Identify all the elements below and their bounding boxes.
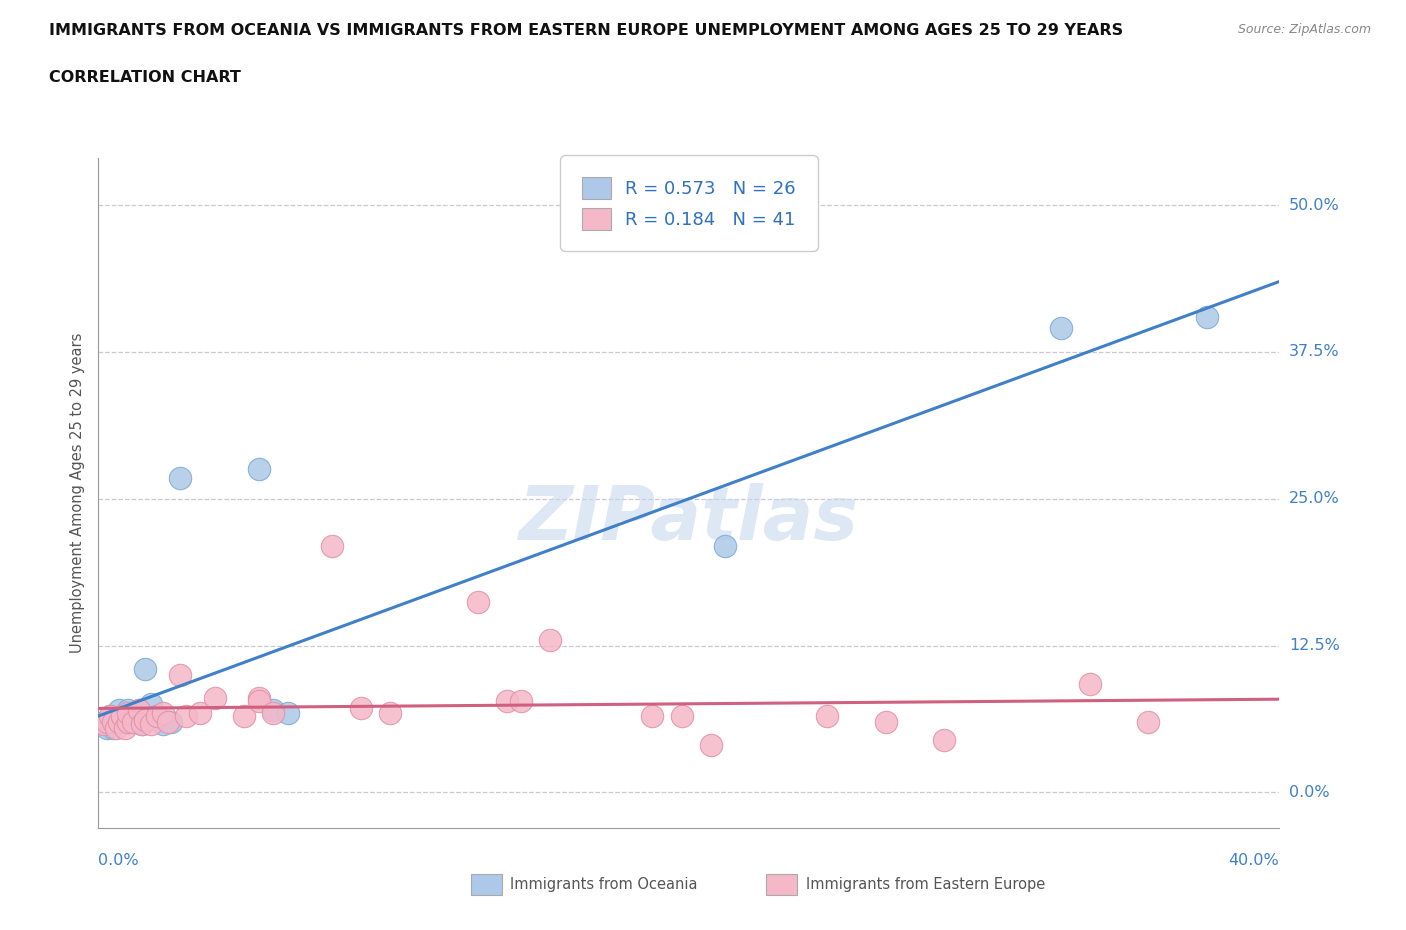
Point bbox=[145, 709, 167, 724]
Point bbox=[98, 709, 121, 724]
Point bbox=[1137, 714, 1160, 729]
Point bbox=[93, 714, 115, 729]
Point bbox=[671, 709, 693, 724]
Point bbox=[117, 714, 139, 729]
Point bbox=[233, 709, 256, 724]
Point bbox=[1078, 677, 1101, 692]
Point bbox=[160, 714, 183, 729]
Text: IMMIGRANTS FROM OCEANIA VS IMMIGRANTS FROM EASTERN EUROPE UNEMPLOYMENT AMONG AGE: IMMIGRANTS FROM OCEANIA VS IMMIGRANTS FR… bbox=[49, 23, 1123, 38]
Point bbox=[204, 691, 226, 706]
Point bbox=[117, 714, 139, 729]
Point bbox=[111, 709, 134, 724]
Point bbox=[157, 714, 180, 729]
Point bbox=[247, 462, 270, 477]
Point bbox=[932, 732, 955, 747]
Point bbox=[321, 538, 343, 553]
Point bbox=[169, 668, 191, 683]
Point bbox=[122, 709, 145, 724]
Text: ZIPatlas: ZIPatlas bbox=[519, 484, 859, 556]
Point bbox=[467, 594, 489, 609]
Point bbox=[111, 714, 134, 729]
Point bbox=[495, 694, 517, 709]
Point bbox=[108, 714, 131, 729]
Point bbox=[101, 714, 124, 729]
Point bbox=[262, 703, 284, 718]
Point bbox=[247, 694, 270, 709]
Text: CORRELATION CHART: CORRELATION CHART bbox=[49, 70, 240, 85]
Point bbox=[114, 709, 136, 724]
Point bbox=[350, 700, 373, 715]
Point bbox=[641, 709, 664, 724]
Point bbox=[125, 714, 148, 729]
Point bbox=[538, 632, 561, 647]
Point bbox=[714, 538, 737, 553]
Point bbox=[169, 471, 191, 485]
Text: 12.5%: 12.5% bbox=[1289, 638, 1340, 653]
Point bbox=[378, 705, 401, 720]
Point bbox=[96, 714, 118, 729]
Text: 0.0%: 0.0% bbox=[1289, 785, 1330, 800]
Text: Source: ZipAtlas.com: Source: ZipAtlas.com bbox=[1237, 23, 1371, 36]
Point bbox=[117, 705, 139, 720]
Legend: R = 0.573   N = 26, R = 0.184   N = 41: R = 0.573 N = 26, R = 0.184 N = 41 bbox=[565, 161, 813, 246]
Point bbox=[247, 691, 270, 706]
Point bbox=[114, 721, 136, 736]
Y-axis label: Unemployment Among Ages 25 to 29 years: Unemployment Among Ages 25 to 29 years bbox=[69, 333, 84, 653]
Point bbox=[104, 721, 127, 736]
Point bbox=[134, 661, 156, 676]
Point bbox=[131, 717, 153, 732]
Text: 40.0%: 40.0% bbox=[1229, 853, 1279, 868]
Point bbox=[93, 717, 115, 732]
Point bbox=[98, 709, 121, 724]
Point bbox=[174, 709, 197, 724]
Point bbox=[104, 714, 127, 729]
Bar bbox=[471, 874, 502, 895]
Point bbox=[117, 703, 139, 718]
Text: 50.0%: 50.0% bbox=[1289, 197, 1340, 213]
Point bbox=[152, 717, 174, 732]
Point bbox=[128, 703, 150, 718]
Point bbox=[101, 721, 124, 736]
Point bbox=[139, 717, 162, 732]
Point bbox=[190, 705, 212, 720]
Point bbox=[700, 738, 723, 753]
Point bbox=[134, 712, 156, 727]
Bar bbox=[766, 874, 797, 895]
Point bbox=[145, 709, 167, 724]
Point bbox=[96, 721, 118, 736]
Point bbox=[128, 703, 150, 718]
Text: 25.0%: 25.0% bbox=[1289, 491, 1340, 506]
Text: 0.0%: 0.0% bbox=[98, 853, 139, 868]
Point bbox=[131, 717, 153, 732]
Point bbox=[139, 697, 162, 711]
Point bbox=[1049, 321, 1071, 336]
Point bbox=[510, 694, 533, 709]
Point bbox=[122, 714, 145, 729]
Point bbox=[875, 714, 897, 729]
Point bbox=[262, 705, 284, 720]
Text: Immigrants from Eastern Europe: Immigrants from Eastern Europe bbox=[806, 877, 1045, 892]
Point bbox=[108, 703, 131, 718]
Point bbox=[817, 709, 839, 724]
Text: 37.5%: 37.5% bbox=[1289, 344, 1340, 359]
Text: Immigrants from Oceania: Immigrants from Oceania bbox=[510, 877, 697, 892]
Point bbox=[277, 705, 299, 720]
Point bbox=[152, 705, 174, 720]
Point bbox=[1195, 310, 1218, 325]
